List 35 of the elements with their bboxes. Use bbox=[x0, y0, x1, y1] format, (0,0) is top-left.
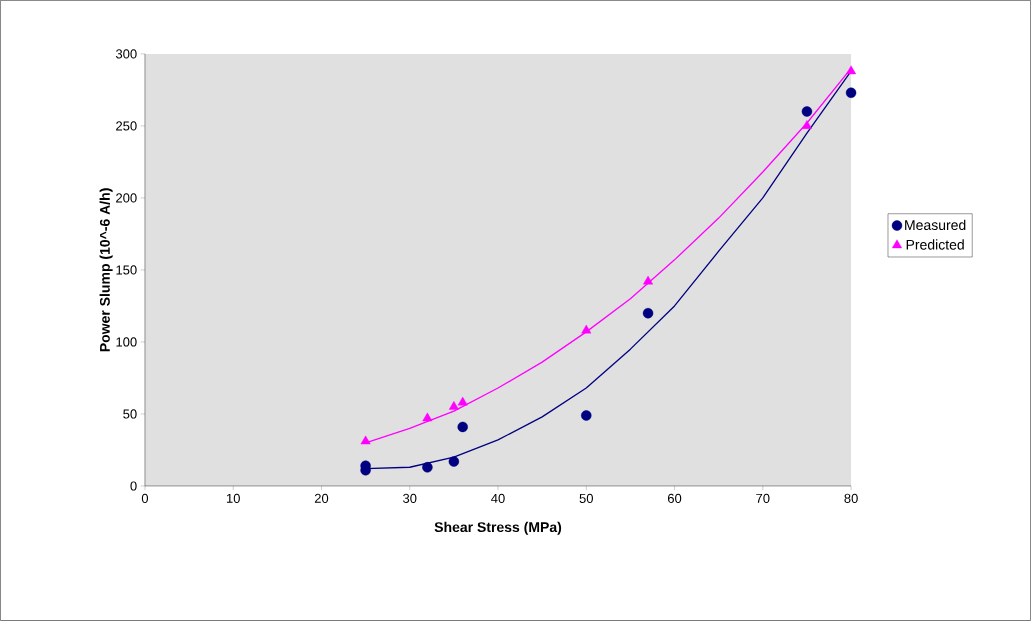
point bbox=[846, 65, 857, 75]
point bbox=[457, 421, 468, 433]
point bbox=[581, 324, 592, 334]
y-tick-label: 200 bbox=[116, 193, 137, 203]
point bbox=[360, 435, 371, 445]
x-tick-label: 10 bbox=[226, 493, 240, 504]
x-tick-label: 20 bbox=[314, 493, 329, 504]
x-tick-label: 80 bbox=[844, 493, 858, 504]
x-tick-label: 70 bbox=[756, 493, 770, 504]
point bbox=[643, 275, 654, 285]
x-tick-label: 60 bbox=[667, 493, 682, 504]
point bbox=[448, 456, 460, 467]
point bbox=[642, 307, 654, 319]
x-tick-label: 40 bbox=[491, 493, 505, 504]
y-tick-label: 150 bbox=[116, 265, 137, 275]
y-tick-label: 50 bbox=[123, 409, 137, 419]
x-tick-label: 0 bbox=[141, 493, 149, 504]
y-axis-title: Power Slump (10^-6 A/h) bbox=[99, 188, 113, 352]
y-tick-label: 100 bbox=[116, 337, 137, 347]
point bbox=[448, 401, 459, 410]
point bbox=[581, 410, 592, 421]
point bbox=[801, 120, 812, 129]
y-tick-label: 300 bbox=[115, 49, 137, 59]
point bbox=[422, 412, 433, 422]
x-tick-label: 30 bbox=[403, 493, 417, 504]
point bbox=[801, 106, 813, 117]
point bbox=[422, 462, 433, 473]
legend-label: Measured bbox=[905, 219, 966, 231]
point bbox=[457, 396, 468, 406]
y-tick-label: 250 bbox=[116, 121, 137, 131]
x-tick-label: 50 bbox=[579, 493, 593, 504]
x-axis-title: Shear Stress (MPa) bbox=[434, 521, 562, 535]
point bbox=[845, 87, 857, 99]
y-tick-label: 0 bbox=[130, 481, 137, 491]
legend-label: Predicted bbox=[906, 239, 964, 250]
